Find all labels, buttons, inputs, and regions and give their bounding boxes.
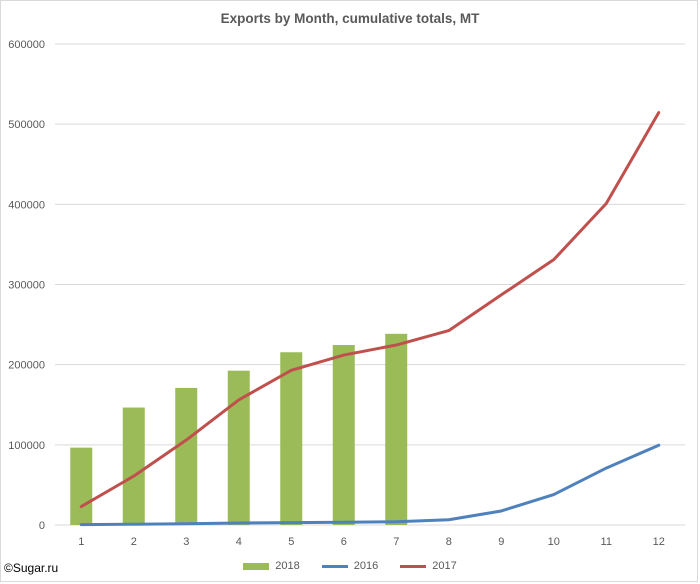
x-tick-label: 7 [393,536,399,548]
x-axis-ticks: 1 2 3 4 5 6 7 8 9 10 11 12 [78,536,665,548]
x-tick-label: 11 [601,536,612,548]
bar-2018-5 [280,352,303,525]
bar-2018-3 [175,387,198,525]
y-tick-label: 100000 [8,440,45,452]
y-tick-label: 500000 [8,119,45,131]
y-tick-label: 400000 [8,199,45,211]
legend-swatch-2017 [400,564,427,568]
x-tick-label: 3 [183,536,189,548]
x-tick-label: 6 [341,536,347,548]
line-series-group [79,111,661,527]
legend-label-2017: 2017 [432,560,457,572]
legend-label-2018: 2018 [275,560,300,572]
source-credit: ©Sugar.ru [4,561,59,575]
line-series-2016 [79,443,661,527]
x-tick-label: 10 [548,536,560,548]
gridlines [55,43,685,526]
bar-2018-2 [122,407,145,525]
y-tick-label: 0 [39,520,45,532]
legend-swatch-2018 [243,562,270,570]
y-tick-label: 600000 [8,39,45,51]
bar-2018-7 [385,333,408,525]
legend-item-2017: 2017 [400,560,457,572]
x-tick-label: 2 [131,536,137,548]
legend-swatch-2016 [321,564,348,568]
legend-item-2018: 2018 [243,560,300,572]
y-tick-label: 300000 [8,280,45,292]
legend: 2018 2016 2017 [0,560,700,572]
x-tick-label: 5 [288,536,294,548]
legend-item-2016: 2016 [321,560,379,572]
legend-label-2016: 2016 [353,560,379,572]
bar-series-group [70,333,408,525]
y-axis-ticks: 0 100000 200000 300000 400000 500000 600000 [8,39,45,532]
x-tick-label: 4 [236,536,242,548]
x-tick-label: 1 [78,536,84,548]
y-tick-label: 200000 [8,360,45,372]
bar-2018-4 [227,370,250,525]
bar-2018-6 [332,345,355,525]
x-tick-label: 8 [446,536,452,548]
bar-2018-1 [70,447,93,525]
x-tick-label: 12 [653,536,665,548]
line-series-2017 [79,111,661,509]
chart-title: Exports by Month, cumulative totals, MT [220,11,480,26]
x-tick-label: 9 [498,536,504,548]
